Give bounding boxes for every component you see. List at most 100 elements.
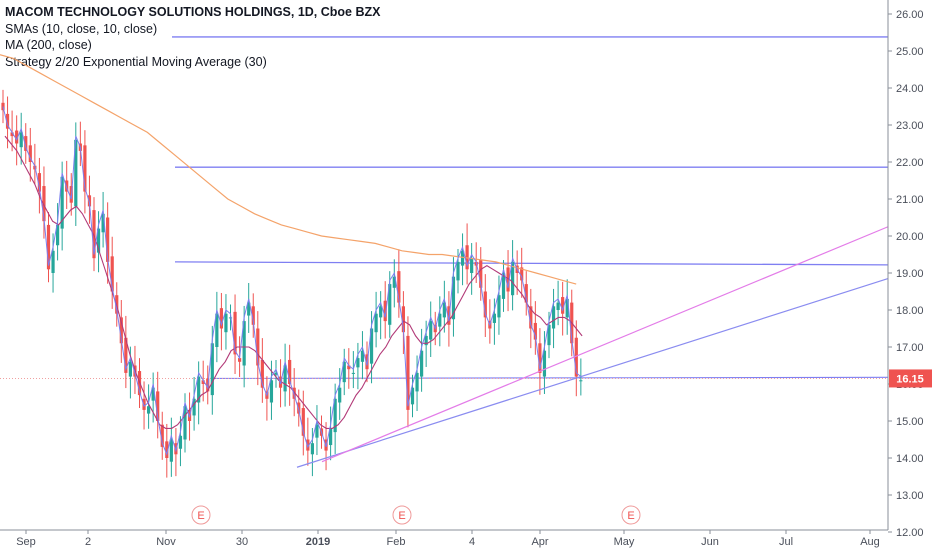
candle-body <box>447 306 451 325</box>
candle-body <box>183 406 187 440</box>
ma200-line <box>0 54 577 285</box>
candle-body <box>251 306 255 325</box>
y-tick-label: 18.00 <box>896 305 924 317</box>
candle-body <box>524 284 528 303</box>
candle-body <box>151 387 155 401</box>
candle-body <box>465 245 469 270</box>
candle-body <box>60 176 64 229</box>
candle-body <box>197 376 201 403</box>
candle-body <box>438 313 442 327</box>
candle-body <box>383 300 387 322</box>
ema30-line <box>4 135 583 429</box>
x-tick-label: 2 <box>85 536 91 548</box>
y-tick-label: 15.00 <box>896 416 924 428</box>
legend-ema: Strategy 2/20 Exponential Moving Average… <box>5 54 267 69</box>
candle-body <box>483 291 487 318</box>
candle-body <box>360 350 365 362</box>
candle-body <box>429 321 433 340</box>
legend-sma: SMAs (10, close, 10, close) <box>5 21 158 36</box>
x-tick-label: May <box>614 536 635 548</box>
candle-body <box>420 350 424 377</box>
candle-body <box>542 350 547 377</box>
candle-body <box>56 224 60 246</box>
support-level <box>209 376 889 380</box>
candle-body <box>201 380 205 384</box>
candle-body <box>65 180 69 192</box>
candle-body <box>19 132 23 148</box>
candle-body <box>369 328 374 364</box>
candle-body <box>388 284 392 325</box>
y-tick-label: 17.00 <box>896 342 924 354</box>
candle-body <box>342 361 346 383</box>
candle-body <box>28 145 32 162</box>
y-tick-label: 21.00 <box>896 194 924 206</box>
candle-body <box>37 173 41 192</box>
candle-body <box>160 424 164 447</box>
candle-body <box>379 306 383 318</box>
candle-body <box>147 406 151 414</box>
x-tick-label: Nov <box>156 536 176 548</box>
y-tick-label: 13.00 <box>896 490 924 502</box>
x-tick-label: Apr <box>531 536 548 548</box>
y-tick-label: 23.00 <box>896 120 924 132</box>
candle-body <box>210 343 214 396</box>
candle-body <box>338 387 342 403</box>
x-tick-label: Sep <box>16 536 36 548</box>
trendlines <box>296 226 889 468</box>
candle-body <box>574 337 578 377</box>
y-tick-label: 25.00 <box>896 46 924 58</box>
candle-body <box>347 365 351 370</box>
candle-body <box>565 298 569 318</box>
candle-body <box>460 250 465 266</box>
candle-body <box>242 321 246 366</box>
candle-body <box>442 302 446 318</box>
candle-body <box>456 261 460 281</box>
y-tick-label: 24.00 <box>896 83 924 95</box>
candle-body <box>169 439 173 462</box>
candle-body <box>110 256 114 292</box>
y-axis: 26.00 25.00 24.00 23.00 22.00 21.00 20.00 19.00… <box>887 0 932 539</box>
candle-body <box>315 424 319 438</box>
x-tick-label: Jul <box>779 536 793 548</box>
legend-ma200: MA (200, close) <box>5 38 92 52</box>
candle-body <box>128 361 132 377</box>
candle-body <box>124 337 128 373</box>
trendline-lower <box>296 277 889 468</box>
candle-body <box>178 435 183 449</box>
trendline-upper <box>321 226 889 463</box>
candle-body <box>529 306 533 329</box>
candle-body <box>256 328 260 366</box>
candle-body <box>192 398 196 416</box>
candle-body <box>247 302 251 316</box>
x-tick-label: 4 <box>469 536 475 548</box>
candle-body <box>269 380 274 403</box>
y-tick-label: 14.00 <box>896 453 924 465</box>
candle-body <box>451 276 456 320</box>
chart-title: MACOM TECHNOLOGY SOLUTIONS HOLDINGS, 1D,… <box>5 5 381 19</box>
horizontal-levels <box>0 36 889 380</box>
candle-body <box>233 311 237 355</box>
earnings-marker-label: E <box>197 510 204 522</box>
x-axis: Sep 2 Nov 30 2019 Feb 4 Apr May Jun Jul Aug <box>0 529 888 548</box>
y-tick-label: 26.00 <box>896 9 924 21</box>
candle-body <box>397 271 401 303</box>
indicators <box>0 54 583 456</box>
candle-body <box>228 317 233 319</box>
candle-body <box>561 297 565 314</box>
x-tick-label: 2019 <box>306 536 330 548</box>
candle-body <box>492 313 496 323</box>
candle-body <box>374 313 378 333</box>
candle-body <box>356 358 360 368</box>
candle-body <box>24 136 28 151</box>
candle-body <box>470 258 474 273</box>
candle-body <box>297 402 301 414</box>
x-tick-label: Aug <box>860 536 880 548</box>
candle-body <box>410 387 415 405</box>
resistance-level-3 <box>174 261 889 266</box>
candle-body <box>156 391 160 421</box>
candle-body <box>329 428 333 446</box>
candle-body <box>260 359 264 388</box>
x-tick-label: Feb <box>387 536 406 548</box>
